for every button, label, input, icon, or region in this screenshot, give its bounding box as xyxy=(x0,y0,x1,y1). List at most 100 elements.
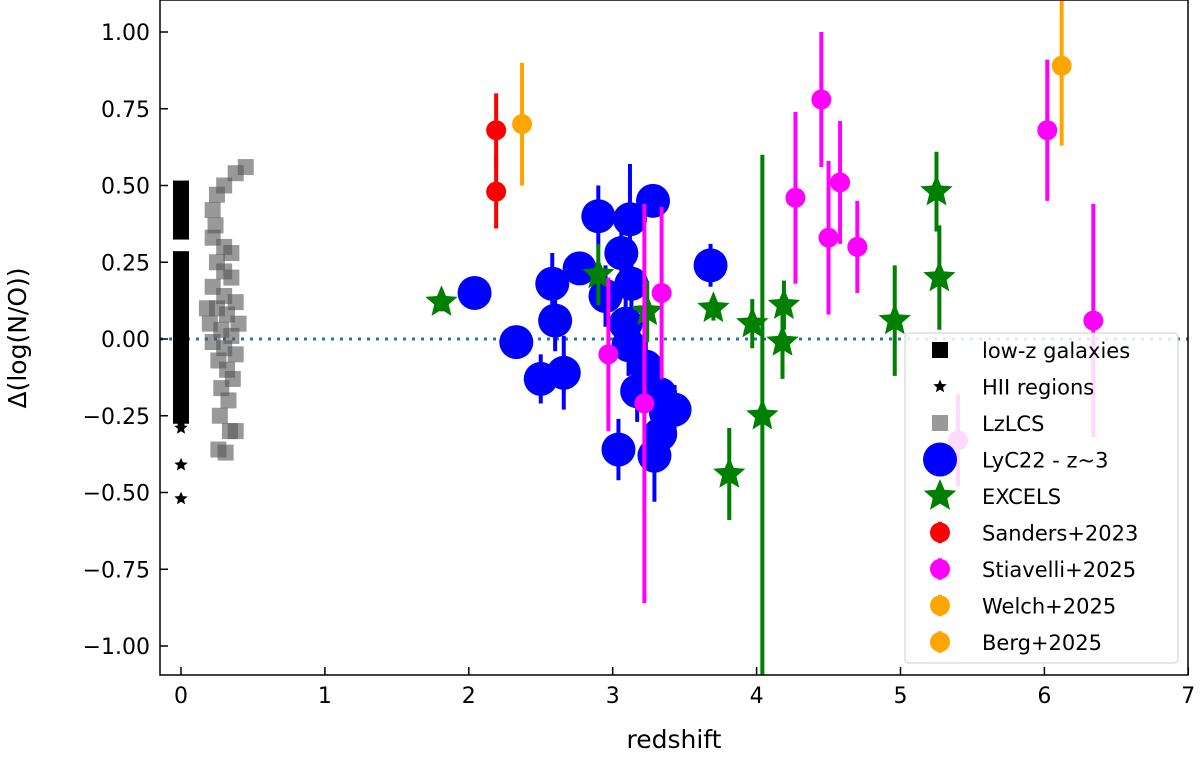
data-point xyxy=(486,181,507,202)
x-tick-label: 6 xyxy=(1037,684,1051,709)
series-lzlcs xyxy=(198,159,254,461)
data-point xyxy=(512,114,533,135)
data-point xyxy=(651,282,672,303)
data-point xyxy=(546,355,581,390)
series-berg-2025 xyxy=(1051,0,1072,146)
series-low-z-galaxies xyxy=(173,180,189,424)
legend-label: Stiavelli+2025 xyxy=(982,558,1136,582)
data-point xyxy=(208,186,225,203)
data-point xyxy=(198,300,215,317)
legend-entry: LyC22 - z~3 xyxy=(923,442,1109,477)
data-point xyxy=(818,227,839,248)
y-tick-label: −0.50 xyxy=(83,482,150,507)
data-point xyxy=(538,303,573,338)
data-point xyxy=(746,398,779,430)
legend-marker xyxy=(933,379,947,393)
legend-entry: HII regions xyxy=(933,376,1094,400)
data-point xyxy=(631,294,664,326)
data-point xyxy=(227,294,244,311)
data-point xyxy=(486,120,507,141)
y-tick-label: 0.75 xyxy=(101,98,150,123)
data-point xyxy=(227,423,244,440)
data-point xyxy=(174,421,188,434)
x-tick-label: 5 xyxy=(894,684,908,709)
data-point xyxy=(697,291,730,323)
legend-entry: Sanders+2023 xyxy=(930,522,1138,546)
data-point xyxy=(223,269,240,286)
data-point xyxy=(535,266,570,301)
data-point xyxy=(601,432,636,467)
x-tick-label: 0 xyxy=(174,684,188,709)
data-point xyxy=(562,251,597,286)
y-axis-label: Δ(log(N/O)) xyxy=(3,267,32,408)
legend-entry: EXCELS xyxy=(923,479,1061,510)
legend-marker xyxy=(932,415,948,431)
legend-marker xyxy=(923,479,957,510)
data-point xyxy=(693,248,728,283)
data-point xyxy=(211,407,228,424)
y-tick-label: 0.25 xyxy=(101,251,150,276)
data-point xyxy=(173,223,189,240)
legend-label: LzLCS xyxy=(982,412,1044,436)
legend-label: LyC22 - z~3 xyxy=(982,449,1109,473)
data-point xyxy=(227,346,244,363)
data-point xyxy=(713,457,746,488)
series-stiavelli-2025 xyxy=(598,32,1104,604)
data-point xyxy=(920,174,953,206)
legend-marker xyxy=(930,522,950,543)
legend-marker xyxy=(923,442,957,477)
data-point xyxy=(425,285,458,316)
data-point xyxy=(220,392,237,409)
data-point xyxy=(1051,55,1072,76)
x-tick-label: 3 xyxy=(606,684,620,709)
data-point xyxy=(1083,310,1104,331)
data-point xyxy=(598,344,619,365)
legend: low-z galaxies HII regions LzLCS LyC22 - z~… xyxy=(904,332,1179,664)
data-point xyxy=(830,172,851,193)
data-point xyxy=(785,187,806,208)
y-tick-label: 1.00 xyxy=(101,21,150,46)
data-point xyxy=(207,217,224,234)
legend-label: Berg+2025 xyxy=(982,631,1102,655)
x-tick-label: 4 xyxy=(750,684,764,709)
y-tick-label: 0.00 xyxy=(101,328,150,353)
legend-entry: LzLCS xyxy=(932,412,1044,436)
data-point xyxy=(811,89,832,110)
legend-marker xyxy=(930,559,950,579)
legend-marker xyxy=(930,632,950,652)
data-point xyxy=(213,380,230,397)
data-point xyxy=(227,165,244,182)
data-point xyxy=(634,393,655,414)
x-tick-label: 7 xyxy=(1181,684,1195,709)
series-welch-2025 xyxy=(512,62,533,186)
data-point xyxy=(230,315,247,332)
legend-entry: low-z galaxies xyxy=(932,339,1130,363)
legend-entry: Berg+2025 xyxy=(930,631,1102,655)
data-point xyxy=(223,245,240,262)
data-point xyxy=(217,444,234,461)
y-tick-label: −1.00 xyxy=(83,635,150,660)
data-point xyxy=(174,457,188,471)
data-point xyxy=(499,325,534,360)
data-point xyxy=(847,236,868,257)
data-point xyxy=(635,183,670,218)
y-tick-label: −0.75 xyxy=(83,558,150,583)
legend-label: EXCELS xyxy=(982,485,1061,509)
legend-label: HII regions xyxy=(982,376,1094,400)
data-point xyxy=(614,266,649,301)
legend-marker xyxy=(932,342,948,358)
y-tick-label: 0.50 xyxy=(101,175,150,200)
series-hii-regions xyxy=(174,414,188,505)
legend-entry: Stiavelli+2025 xyxy=(930,558,1136,582)
legend-label: Sanders+2023 xyxy=(982,522,1138,546)
data-point xyxy=(1037,120,1058,141)
x-tick-label: 1 xyxy=(318,684,332,709)
data-point xyxy=(581,199,616,234)
data-point xyxy=(923,260,956,292)
legend-box xyxy=(904,332,1179,664)
x-tick-label: 2 xyxy=(462,684,476,709)
plot-frame xyxy=(159,0,1189,676)
data-point xyxy=(767,288,801,319)
data-point xyxy=(766,325,799,356)
